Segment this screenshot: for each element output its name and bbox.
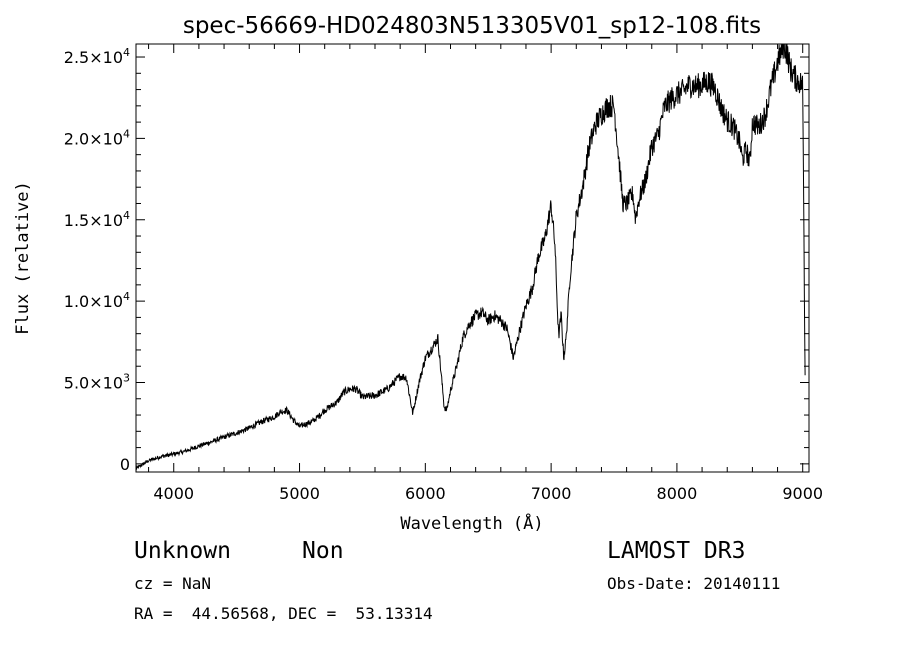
object-name: Unknown — [134, 538, 231, 564]
x-axis-label: Wavelength (Å) — [400, 512, 543, 534]
object-class: Non — [302, 538, 344, 564]
y-tick-label: 2.0×104 — [64, 127, 130, 148]
x-axis-ticks: 4000 5000 6000 7000 8000 9000 — [148, 44, 823, 503]
x-tick-label: 5000 — [279, 484, 320, 503]
x-tick-label: 4000 — [153, 484, 194, 503]
observation-date: Obs-Date: 20140111 — [607, 574, 781, 593]
x-tick-label: 8000 — [657, 484, 698, 503]
ra-dec-coordinates: RA = 44.56568, DEC = 53.13314 — [134, 604, 433, 623]
y-axis-ticks: 0 5.0×103 1.0×104 1.5×104 2.0×104 2.5×104 — [64, 46, 809, 474]
y-tick-label: 1.5×104 — [64, 209, 130, 230]
spectrum-line — [135, 43, 806, 471]
y-tick-label: 0 — [120, 455, 130, 474]
y-tick-label: 2.5×104 — [64, 46, 130, 67]
x-tick-label: 6000 — [405, 484, 446, 503]
y-tick-label: 1.0×104 — [64, 290, 130, 311]
redshift-cz: cz = NaN — [134, 574, 212, 593]
y-tick-label: 5.0×103 — [64, 371, 130, 392]
x-tick-label: 9000 — [782, 484, 823, 503]
chart-title: spec-56669-HD024803N513305V01_sp12-108.f… — [183, 13, 761, 39]
x-tick-label: 7000 — [531, 484, 572, 503]
plot-frame — [135, 43, 810, 473]
survey-name: LAMOST DR3 — [607, 538, 746, 564]
y-axis-label: Flux (relative) — [13, 181, 33, 335]
